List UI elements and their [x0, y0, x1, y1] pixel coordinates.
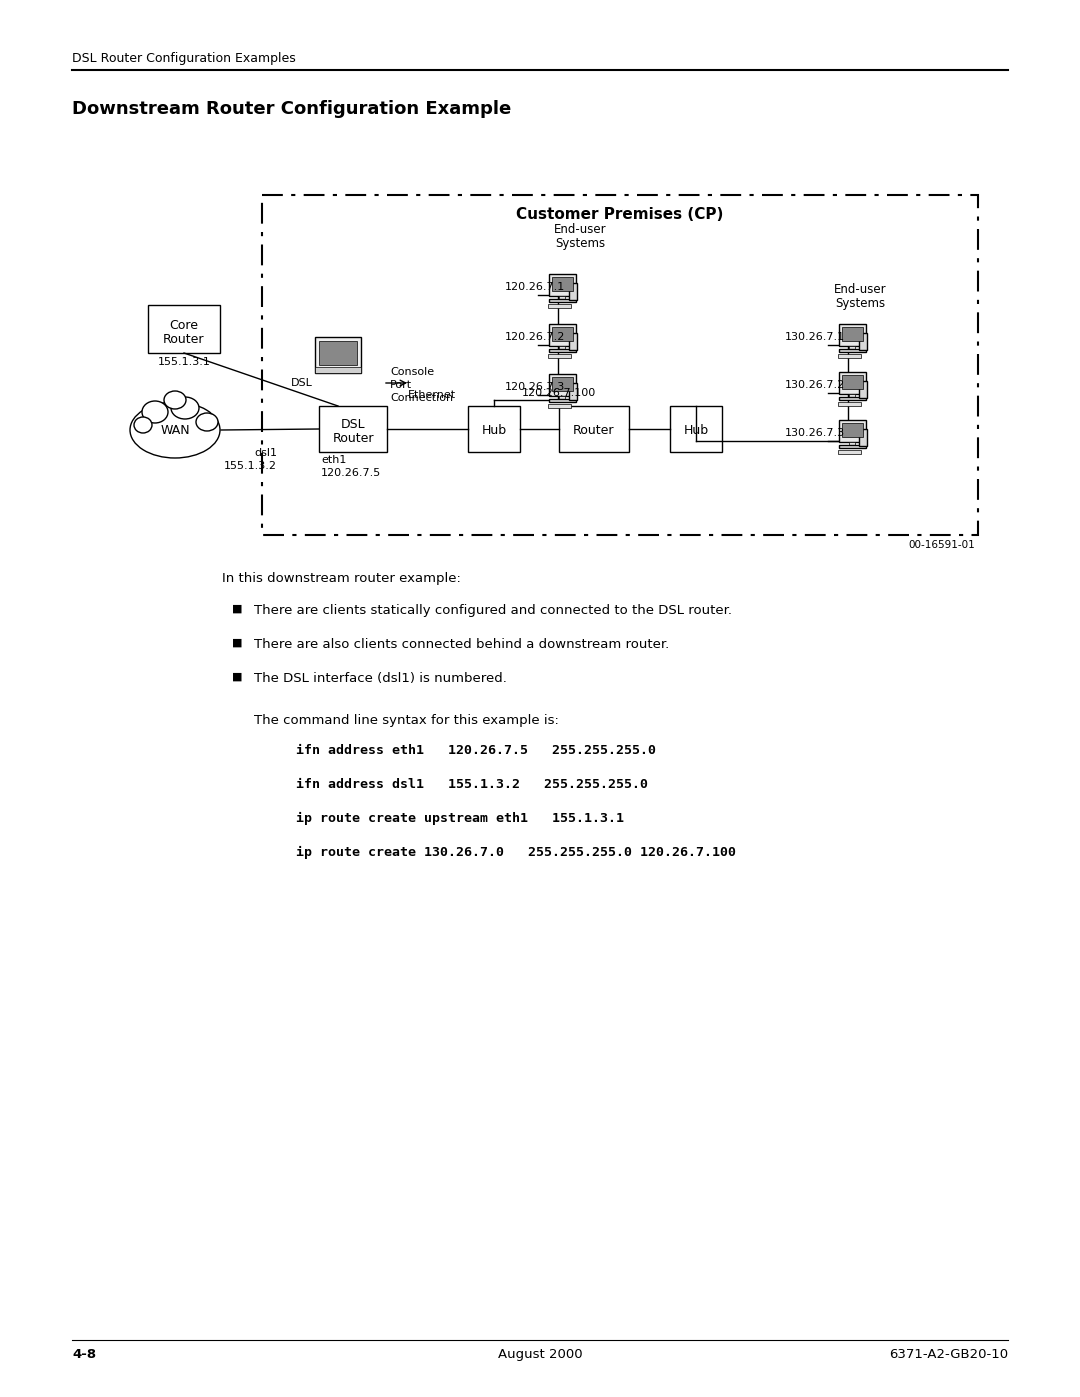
Bar [262, 196, 978, 535]
Text: Systems: Systems [835, 298, 886, 310]
Text: Router: Router [163, 332, 205, 346]
Bar [670, 407, 723, 453]
Text: DSL Router Configuration Examples: DSL Router Configuration Examples [72, 52, 296, 66]
Bar [548, 305, 571, 307]
Text: ifn address eth1   120.26.7.5   255.255.255.0: ifn address eth1 120.26.7.5 255.255.255.… [296, 745, 656, 757]
Text: The DSL interface (dsl1) is numbered.: The DSL interface (dsl1) is numbered. [254, 672, 507, 685]
Bar [549, 274, 576, 296]
Bar [859, 381, 867, 398]
Bar [315, 367, 361, 373]
Text: 120.26.7.5: 120.26.7.5 [321, 468, 381, 478]
Bar [838, 353, 861, 358]
Text: ip route create 130.26.7.0   255.255.255.0 120.26.7.100: ip route create 130.26.7.0 255.255.255.0… [296, 847, 735, 859]
Bar [838, 402, 861, 407]
Text: DSL: DSL [340, 418, 365, 432]
Bar [859, 332, 867, 351]
Ellipse shape [195, 414, 218, 432]
Bar [549, 324, 576, 346]
Text: 6371-A2-GB20-10: 6371-A2-GB20-10 [889, 1348, 1008, 1361]
Text: dsl1: dsl1 [254, 448, 276, 458]
Bar [559, 296, 565, 299]
Bar [548, 404, 571, 408]
Bar [838, 450, 861, 454]
Text: 130.26.7.2: 130.26.7.2 [785, 380, 846, 390]
Text: 00-16591-01: 00-16591-01 [908, 541, 975, 550]
Bar [552, 377, 573, 391]
Bar [559, 407, 629, 453]
Bar [849, 441, 855, 446]
Text: ■: ■ [232, 638, 243, 648]
Bar [849, 394, 855, 397]
Text: ip route create upstream eth1   155.1.3.1: ip route create upstream eth1 155.1.3.1 [296, 812, 624, 826]
Text: 4-8: 4-8 [72, 1348, 96, 1361]
Bar [552, 277, 573, 291]
Ellipse shape [164, 391, 186, 409]
Text: Core: Core [170, 319, 199, 332]
Bar [552, 327, 573, 341]
Bar [839, 446, 866, 448]
Text: ■: ■ [232, 604, 243, 615]
Ellipse shape [141, 401, 168, 423]
Ellipse shape [134, 416, 152, 433]
Text: Router: Router [573, 425, 615, 437]
Text: 120.26.7.2: 120.26.7.2 [505, 332, 565, 342]
Bar [549, 299, 576, 302]
Text: Ethernet: Ethernet [408, 390, 456, 400]
Text: There are also clients connected behind a downstream router.: There are also clients connected behind … [254, 638, 670, 651]
Text: WAN: WAN [160, 423, 190, 436]
Bar [839, 324, 866, 346]
Bar [549, 349, 576, 352]
Text: End-user: End-user [554, 224, 606, 236]
Text: Downstream Router Configuration Example: Downstream Router Configuration Example [72, 101, 511, 117]
Text: 130.26.7.3: 130.26.7.3 [785, 427, 846, 439]
Text: DSL: DSL [292, 379, 313, 388]
Bar [839, 372, 866, 394]
Bar [839, 420, 866, 441]
Bar [548, 353, 571, 358]
Text: 155.1.3.2: 155.1.3.2 [224, 461, 276, 471]
Text: In this downstream router example:: In this downstream router example: [222, 571, 461, 585]
Bar [839, 349, 866, 352]
Bar [569, 383, 577, 400]
Bar [849, 346, 855, 349]
Text: Router: Router [333, 432, 374, 446]
Bar [569, 332, 577, 351]
Text: August 2000: August 2000 [498, 1348, 582, 1361]
Bar [859, 429, 867, 446]
Text: End-user: End-user [834, 284, 887, 296]
Bar [468, 407, 519, 453]
Text: Hub: Hub [684, 425, 708, 437]
Text: Customer Premises (CP): Customer Premises (CP) [516, 207, 724, 222]
Text: The command line syntax for this example is:: The command line syntax for this example… [254, 714, 558, 726]
Text: Connection: Connection [390, 393, 454, 402]
Text: 120.26.7.100: 120.26.7.100 [522, 388, 596, 398]
Bar [319, 341, 357, 365]
Bar [842, 327, 863, 341]
Bar [839, 397, 866, 400]
Bar [569, 284, 577, 300]
Text: 130.26.7.1: 130.26.7.1 [785, 332, 846, 342]
Text: 155.1.3.1: 155.1.3.1 [158, 358, 211, 367]
Bar [315, 337, 361, 373]
Bar [549, 374, 576, 395]
Bar [842, 374, 863, 388]
Text: Port: Port [390, 380, 413, 390]
Text: ifn address dsl1   155.1.3.2   255.255.255.0: ifn address dsl1 155.1.3.2 255.255.255.0 [296, 778, 648, 791]
Bar [148, 305, 220, 353]
Text: Console: Console [390, 367, 434, 377]
Bar [549, 400, 576, 402]
Text: Hub: Hub [482, 425, 507, 437]
Text: There are clients statically configured and connected to the DSL router.: There are clients statically configured … [254, 604, 732, 617]
Text: eth1: eth1 [321, 455, 347, 465]
Text: ■: ■ [232, 672, 243, 682]
Bar [319, 407, 387, 453]
Text: 120.26.7.1: 120.26.7.1 [505, 282, 565, 292]
Ellipse shape [171, 397, 199, 419]
Ellipse shape [130, 402, 220, 458]
Bar [559, 346, 565, 349]
Bar [559, 395, 565, 400]
Bar [842, 423, 863, 437]
Text: Systems: Systems [555, 237, 605, 250]
Text: 120.26.7.3: 120.26.7.3 [505, 381, 565, 393]
